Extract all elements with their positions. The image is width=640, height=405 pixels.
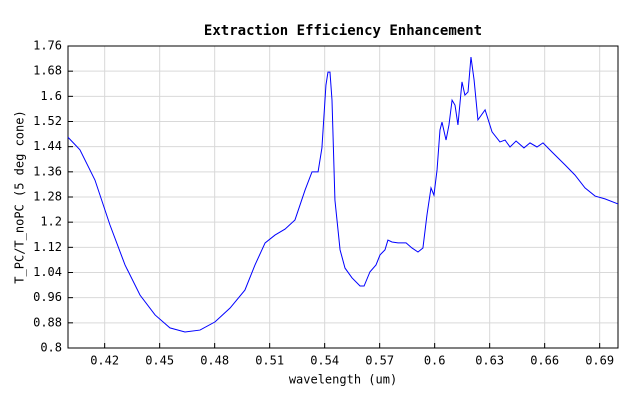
- x-tick-label: 0.66: [530, 354, 559, 368]
- y-tick-label: 0.88: [33, 315, 62, 329]
- plot-frame: [67, 45, 619, 349]
- y-tick-label: 1.76: [33, 39, 62, 53]
- y-tick-label: 1.68: [33, 64, 62, 78]
- y-tick-label: 1.36: [33, 164, 62, 178]
- x-tick-label: 0.42: [90, 354, 119, 368]
- x-tick-label: 0.45: [145, 354, 174, 368]
- y-tick-label: 1.44: [33, 139, 62, 153]
- y-tick-label: 1.12: [33, 240, 62, 254]
- x-tick-label: 0.51: [255, 354, 284, 368]
- y-tick-label: 1.6: [40, 89, 62, 103]
- x-tick-label: 0.57: [365, 354, 394, 368]
- x-tick-label: 0.48: [200, 354, 229, 368]
- y-tick-label: 1.52: [33, 114, 62, 128]
- x-tick-label: 0.6: [424, 354, 446, 368]
- x-tick-label: 0.69: [585, 354, 614, 368]
- x-tick-label: 0.54: [310, 354, 339, 368]
- chart-title: Extraction Efficiency Enhancement: [204, 23, 482, 39]
- y-axis-label: T_PC/T_noPC (5 deg cone): [13, 110, 27, 283]
- y-tick-label: 1.04: [33, 265, 62, 279]
- y-tick-label: 1.2: [40, 215, 62, 229]
- x-tick-label: 0.63: [475, 354, 504, 368]
- x-axis-label: wavelength (um): [289, 373, 397, 387]
- data-line: [67, 56, 619, 333]
- y-tick-label: 0.96: [33, 290, 62, 304]
- y-tick-label: 0.8: [40, 341, 62, 355]
- y-tick-label: 1.28: [33, 190, 62, 204]
